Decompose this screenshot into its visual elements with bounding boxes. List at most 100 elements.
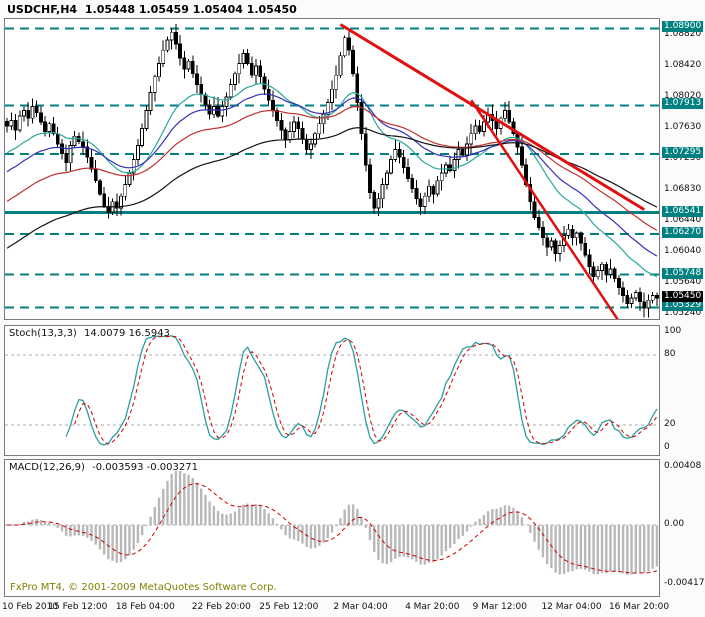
candle-body (308, 143, 313, 150)
price-scale[interactable]: 1.08820 1.08420 1.08020 1.07630 1.07230 1.068… (662, 0, 705, 617)
candle-body (346, 37, 351, 51)
candle-body (292, 121, 296, 132)
candle-body (304, 138, 309, 150)
time-tick-label: 18 Feb 04:00 (115, 602, 175, 612)
candle-body (60, 143, 64, 154)
moving-average-line[interactable] (6, 82, 658, 278)
candle-body (85, 146, 90, 158)
candle-body (245, 52, 250, 64)
stochastic-panel[interactable]: Stoch(13,3,3) 14.0079 16.5943 (4, 325, 660, 456)
candle-body (397, 149, 402, 158)
price-tick: 1.07630 (664, 121, 702, 132)
price-tick: 1.05640 (664, 277, 702, 288)
candle-body (355, 73, 360, 103)
moving-average-line[interactable] (6, 93, 658, 257)
candle-body (536, 217, 541, 228)
candle-body (325, 102, 330, 115)
candle-body (43, 121, 47, 132)
level-price-label: 1.05748 (662, 267, 704, 279)
candle-body (541, 227, 545, 239)
candle-body (549, 240, 554, 248)
moving-average-line[interactable] (6, 127, 658, 249)
candle-body (287, 131, 292, 140)
time-tick-label: 22 Feb 20:00 (191, 602, 251, 612)
candle-body (64, 152, 69, 164)
candle-body (38, 112, 43, 123)
candle-body (275, 110, 280, 121)
candle-body (136, 145, 140, 161)
candle-body (524, 164, 528, 186)
candle-body (617, 277, 621, 289)
candle-body (359, 102, 364, 135)
candle-body (330, 88, 334, 103)
price-tick: 1.08020 (664, 91, 702, 102)
candle-body (127, 172, 132, 186)
price-tick: 1.06040 (664, 245, 702, 256)
candle-body (621, 287, 626, 296)
level-price-label: 1.05329 (662, 300, 704, 312)
price-chart-panel[interactable] (4, 18, 660, 320)
candle-body (600, 263, 604, 271)
macd-signal-line (7, 483, 658, 574)
candle-body (26, 110, 31, 119)
candle-body (342, 37, 347, 57)
trend-line[interactable] (470, 99, 619, 319)
level-price-label: 1.06270 (662, 226, 704, 238)
price-chart-canvas[interactable] (5, 19, 659, 319)
candle-body (477, 125, 482, 132)
candle-body (283, 129, 288, 140)
stoch-indicator-name: Stoch(13,3,3) (9, 328, 77, 339)
macd-scale-tick: 0.00408 (664, 461, 702, 472)
stochastic-canvas[interactable] (5, 326, 659, 455)
candle-body (427, 185, 431, 197)
price-tick: 1.08820 (664, 28, 702, 39)
macd-panel[interactable]: MACD(12,26,9) -0.003593 -0.003271 FxPro … (4, 459, 660, 597)
candle-body (157, 63, 161, 78)
macd-scale-tick: 0.00 (664, 519, 685, 530)
symbol-timeframe: USDCHF,H4 (7, 3, 78, 16)
candle-body (300, 127, 305, 140)
candle-body (203, 94, 208, 106)
stoch-signal-line (74, 335, 658, 445)
time-tick-label: 15 Feb 12:00 (48, 602, 108, 612)
candle-body (93, 168, 98, 182)
macd-label: MACD(12,26,9) -0.003593 -0.003271 (9, 462, 202, 473)
candle-body (195, 73, 199, 86)
candle-body (519, 146, 524, 166)
candle-body (55, 133, 60, 145)
price-tick: 1.08420 (664, 59, 702, 70)
candle-body (233, 73, 237, 86)
candle-body (393, 149, 398, 161)
trend-line[interactable] (339, 23, 646, 211)
time-tick-label: 10 Feb 2010 (2, 602, 59, 612)
candle-body (98, 180, 102, 195)
candle-body (629, 297, 634, 304)
candle-body (456, 149, 461, 161)
candle-body (376, 198, 381, 209)
candle-body (338, 55, 343, 76)
time-scale[interactable]: 10 Feb 2010 15 Feb 12:00 18 Feb 04:00 22 Fe… (0, 600, 705, 616)
candle-body (72, 135, 77, 146)
candle-body (152, 76, 157, 93)
candle-body (401, 156, 406, 168)
candle-body (199, 84, 204, 96)
candle-body (608, 268, 613, 275)
candle-body (34, 106, 39, 114)
candle-body (633, 292, 638, 299)
candle-body (317, 123, 322, 135)
price-tick: 1.06830 (664, 184, 702, 195)
candle-body (68, 145, 73, 164)
candle-body (178, 43, 183, 59)
candle-body (47, 123, 52, 132)
moving-average-line[interactable] (6, 106, 658, 231)
level-price-label: 1.08900 (662, 21, 704, 33)
time-tick-label: 4 Mar 20:00 (405, 602, 460, 612)
candle-body (148, 92, 153, 111)
candle-body (435, 180, 440, 195)
candle-body (418, 198, 423, 207)
candle-body (165, 39, 170, 51)
candle-body (372, 192, 377, 209)
macd-canvas[interactable] (5, 460, 659, 596)
candle-body (119, 195, 123, 209)
